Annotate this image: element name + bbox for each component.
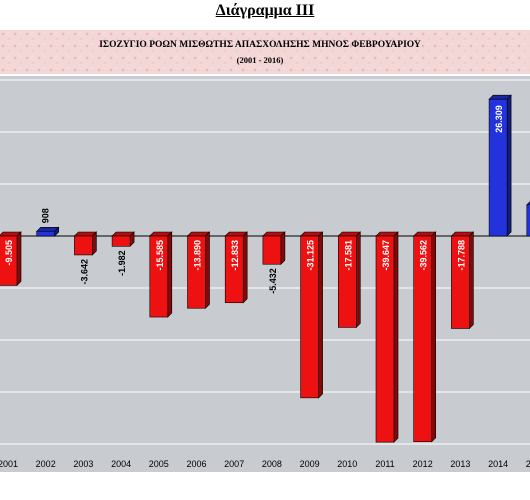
data-label: -1.982 (117, 250, 127, 276)
chart: ΙΣΟΖΥΓΙΟ ΡΟΩΝ ΜΙΣΘΩΤΗΣ ΑΠΑΣΧΟΛΗΣΗΣ ΜΗΝΟΣ… (0, 30, 530, 472)
data-label: -9.505 (4, 240, 14, 266)
bars (0, 94, 530, 443)
x-tick-label: 2001 (0, 459, 18, 469)
bar-side-face (431, 231, 437, 443)
bar-front-face (0, 235, 18, 286)
chart-header-bg (0, 30, 530, 74)
x-tick-label: 2005 (149, 459, 169, 469)
data-label: 26.309 (494, 105, 504, 133)
data-label: -13.890 (193, 240, 203, 271)
data-label: -39.647 (381, 240, 391, 271)
data-label: -17.788 (456, 240, 466, 271)
bar-front-face (526, 204, 530, 237)
bar-side-face (242, 231, 248, 304)
bar-side-face (355, 231, 361, 329)
x-tick-label: 2013 (450, 459, 470, 469)
bar-2002 (35, 226, 60, 237)
bar-2003 (73, 231, 98, 256)
x-tick-label: 2003 (73, 459, 93, 469)
bar-front-face (74, 235, 93, 256)
bar-side-face (205, 231, 210, 309)
x-tick-label: 2006 (186, 459, 206, 469)
data-label: -15.585 (155, 240, 165, 271)
bar-2013 (450, 231, 475, 330)
x-tick-label: 2012 (413, 459, 433, 469)
x-tick-label: 2014 (488, 459, 508, 469)
bar-2005 (149, 231, 173, 318)
bar-front-face (224, 235, 244, 304)
bar-front-face (36, 230, 56, 237)
data-label: -5.432 (268, 268, 278, 294)
bar-front-face (187, 235, 206, 309)
bar-front-face (111, 235, 131, 247)
bar-2008 (262, 231, 286, 265)
bar-2009 (299, 231, 324, 399)
x-tick-labels: 2001 2002 2003 2004 2005 2006 2007 2008 2009 2010… (0, 459, 530, 469)
bar-2011 (375, 231, 399, 443)
data-label: -12.833 (230, 240, 240, 271)
bar-front-face (300, 235, 319, 399)
bar-front-face (149, 235, 169, 318)
bar-2004 (111, 231, 135, 248)
x-tick-label: 2009 (300, 459, 320, 469)
x-tick-label: 2008 (262, 459, 282, 469)
bar-side-face (506, 94, 512, 237)
bar-side-face (16, 231, 22, 287)
data-label: 908 (41, 208, 51, 223)
bar-side-face (469, 231, 474, 330)
bar-2014 (488, 94, 512, 237)
chart-subtitle: (2001 - 2016) (237, 55, 284, 65)
gridlines (0, 79, 530, 445)
bar-2006 (186, 231, 211, 309)
x-tick-label: 2011 (375, 459, 394, 469)
bar-2007 (224, 231, 248, 304)
data-label: -31.125 (306, 240, 316, 271)
bar-front-face (413, 235, 433, 443)
data-label: -17.581 (343, 240, 353, 271)
bar-front-face (451, 235, 470, 329)
x-tick-label: 2007 (224, 459, 244, 469)
bar-front-face (488, 98, 508, 237)
bar-front-face (337, 235, 357, 328)
bar-front-face (262, 235, 282, 265)
data-label: -39.562 (419, 240, 429, 271)
x-tick-label: 2004 (111, 459, 131, 469)
bar-front-face (375, 235, 395, 443)
plot-area (0, 76, 530, 472)
bar-2012 (412, 231, 437, 443)
bar-side-face (318, 231, 323, 399)
data-labels: -9.505 908 -3.642 -1.982 -15.585 -13.890 -12.8… (4, 105, 504, 294)
bar-side-face (167, 231, 173, 318)
bar-side-face (280, 231, 286, 265)
bar-side-face (393, 231, 399, 443)
bar-2010 (337, 231, 362, 329)
data-label: -3.642 (79, 259, 89, 285)
chart-title: ΙΣΟΖΥΓΙΟ ΡΟΩΝ ΜΙΣΘΩΤΗΣ ΑΠΑΣΧΟΛΗΣΗΣ ΜΗΝΟΣ… (99, 40, 421, 50)
bar-top-face (526, 201, 530, 206)
bar-2001 (0, 231, 22, 287)
bar-side-face (92, 231, 97, 256)
bar-2015 (526, 201, 530, 237)
page-title: Διάγραμμα ΙΙΙ (215, 2, 315, 19)
x-tick-label: 2002 (36, 459, 56, 469)
x-tick-label: 2010 (337, 459, 357, 469)
x-tick-label: 2015 (526, 459, 530, 469)
